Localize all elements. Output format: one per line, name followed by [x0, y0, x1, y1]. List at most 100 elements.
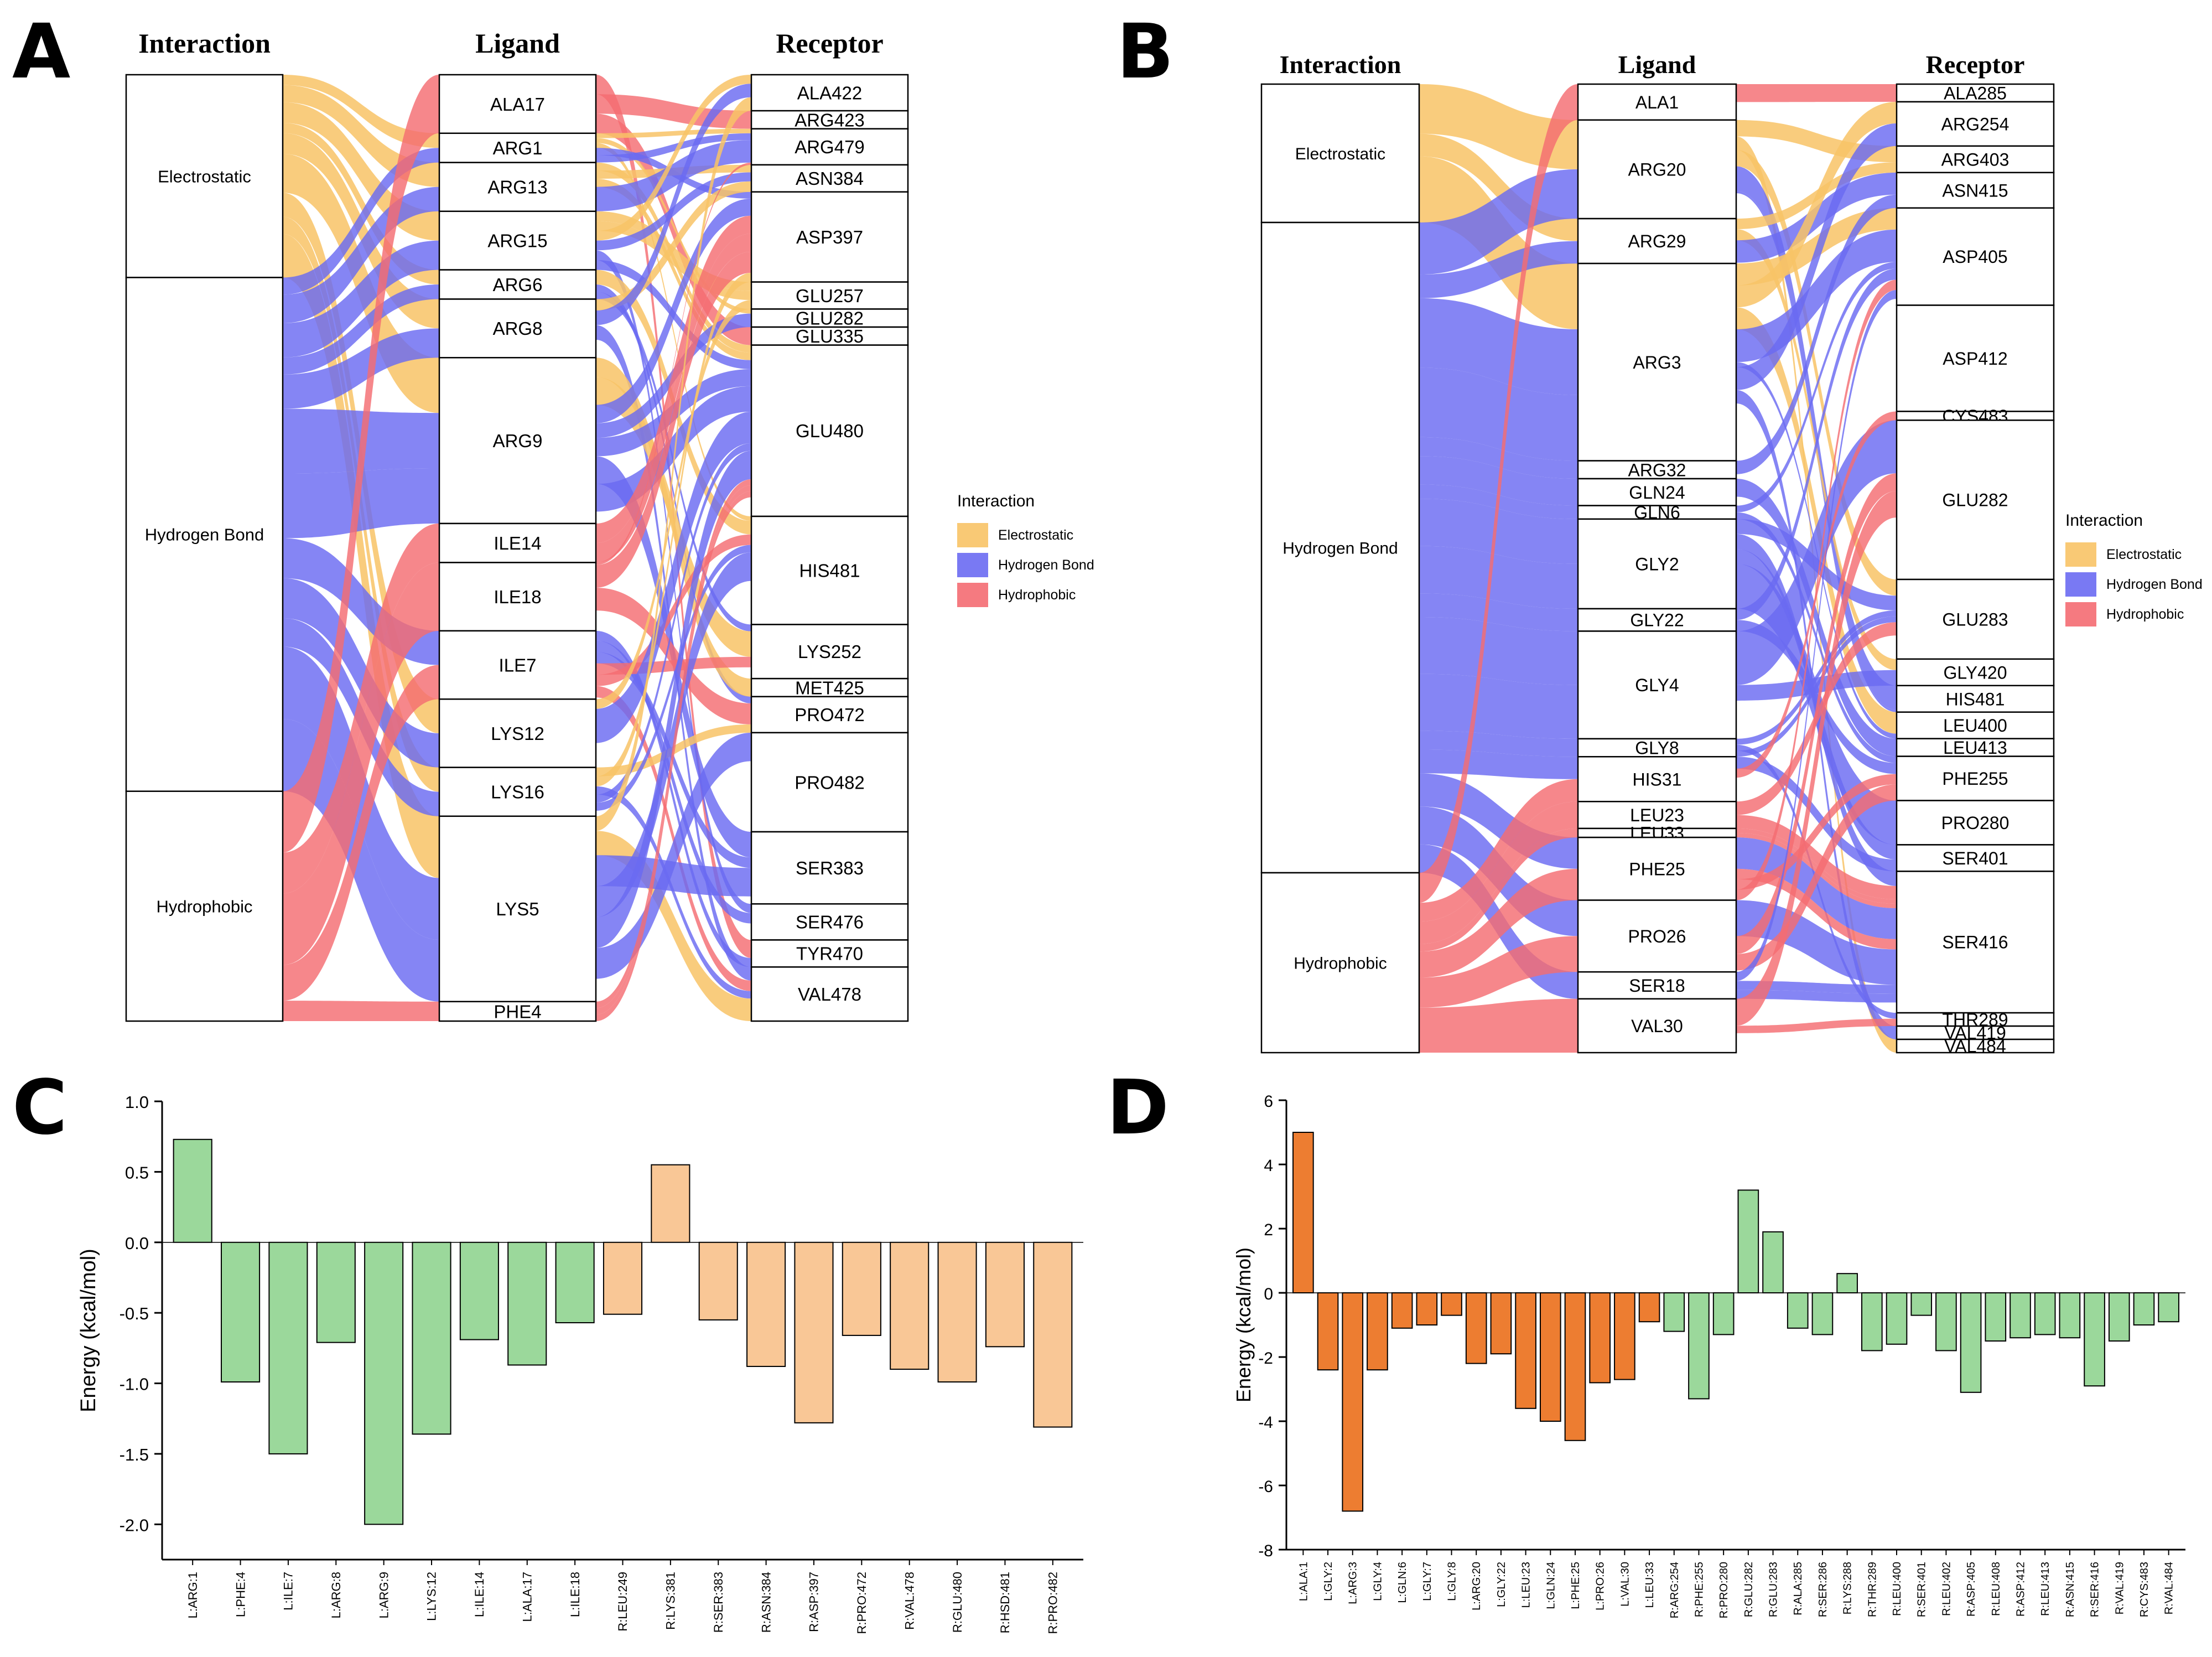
panel-a-header-interaction: Interaction [138, 28, 271, 59]
panel-a-flow-right-arg1-glu282 [596, 138, 751, 314]
panel-a-flow-left-hydrogen-bond-lys5 [283, 719, 439, 1002]
panel-a-receptor-label-glu335: GLU335 [796, 326, 864, 346]
panel-b-flow-right-val30-thr289 [1736, 1018, 1897, 1033]
panel-d-x-tick-label-r-ser-286: R:SER:286 [1817, 1562, 1829, 1617]
panel-d-x-tick-label-r-phe-255: R:PHE:255 [1693, 1562, 1705, 1617]
panel-d-bar-r-arg-254 [1663, 1292, 1685, 1332]
panel-d-x-tick-label-r-cys-483: R:CYS:483 [2138, 1562, 2151, 1617]
panel-b-legend-item-electrostatic: Electrostatic [2106, 547, 2182, 562]
panel-d-y-tick-label: -6 [1258, 1478, 1273, 1496]
panel-a-flow-right-arg1-arg479 [596, 128, 751, 138]
panel-letter-c: C [12, 1064, 67, 1152]
panel-d-bar-r-ser-416 [2084, 1292, 2105, 1387]
panel-a-receptor-node-val478 [750, 966, 909, 1022]
panel-b-ligand-node-pro26 [1577, 899, 1737, 973]
panel-b-flow-left-hydrogen-bond-arg3 [1419, 298, 1578, 395]
panel-d-x-tick-label-r-val-484: R:VAL:484 [2163, 1562, 2175, 1614]
panel-b-receptor-node-pro280 [1896, 800, 2055, 846]
panel-b-flow-right-leu33-ser416 [1736, 828, 1897, 904]
panel-b-ligand-label-ser18: SER18 [1629, 976, 1685, 996]
panel-d-x-tick-label-l-ala-1: L:ALA:1 [1297, 1562, 1310, 1601]
panel-a-receptor-node-tyr470 [750, 939, 909, 968]
panel-c-bar-l-arg-9 [364, 1241, 404, 1525]
panel-b-flow-left-hydrogen-bond-gly4 [1419, 674, 1578, 739]
panel-d-bar-l-val-30 [1614, 1292, 1635, 1380]
panel-d-bar-l-gly-2 [1317, 1292, 1339, 1371]
panel-a-legend-title: Interaction [957, 492, 1035, 510]
panel-a-flow-right-lys12-glu257 [596, 300, 751, 709]
panel-d-bar-l-gln-24 [1539, 1292, 1561, 1422]
panel-c-x-tick-label-r-pro-472: R:PRO:472 [855, 1572, 869, 1634]
panel-b-flow-left-hydrogen-bond-arg32 [1419, 437, 1578, 479]
panel-a-receptor-node-his481 [750, 515, 909, 625]
panel-a-flow-right-arg1-arg479 [596, 133, 751, 163]
panel-d-bar-l-gly-8 [1441, 1292, 1462, 1316]
panel-a-flow-right-ile18-asp397 [596, 251, 751, 588]
panel-c-bar-r-hsd-481 [985, 1241, 1025, 1348]
panel-d-x-tick-label-r-glu-283: R:GLU:283 [1768, 1562, 1780, 1617]
panel-c-y-tick-label: -0.5 [120, 1304, 149, 1323]
panel-d-bar-r-asn-415 [2059, 1292, 2081, 1339]
panel-a-header-ligand: Ligand [475, 28, 560, 59]
panel-b-receptor-label-asp405: ASP405 [1943, 247, 2007, 267]
panel-a-flow-right-phe4-glu480 [596, 485, 751, 1015]
panel-b-flow-right-arg20-his481 [1736, 166, 1897, 710]
panel-b-flow-left-hydrogen-bond-gly4 [1419, 617, 1578, 685]
panel-d-y-tick-label: -8 [1258, 1542, 1273, 1560]
panel-b-ligand-label-his31: HIS31 [1633, 769, 1682, 789]
panel-b-flow-right-ala1-ala285 [1736, 84, 1897, 102]
panel-letter-a: A [12, 8, 70, 96]
panel-a-flow-right-lys12-glu480 [596, 411, 751, 743]
panel-b-ligand-label-gly8: GLY8 [1635, 738, 1679, 758]
panel-a-receptor-label-asp397: ASP397 [796, 227, 863, 247]
panel-a-receptor-node-met425 [750, 677, 909, 697]
panel-a-flow-right-arg6-pro472 [596, 284, 751, 703]
panel-a-receptor-node-pro482 [750, 732, 909, 833]
panel-c-x-tick-label-l-phe-4: L:PHE:4 [233, 1572, 247, 1617]
panel-a-receptor-node-glu480 [750, 344, 909, 517]
panel-b-receptor-node-val484 [1896, 1038, 2055, 1054]
panel-letter-b: B [1117, 8, 1174, 96]
panel-a-receptor-label-glu257: GLU257 [796, 286, 864, 306]
panel-c-bar-r-asp-397 [794, 1241, 834, 1423]
panel-b-receptor-label-ser401: SER401 [1942, 848, 2008, 868]
panel-d-x-tick-label-r-asn-415: R:ASN:415 [2064, 1562, 2076, 1617]
panel-b-ligand-node-arg29 [1577, 218, 1737, 265]
panel-d-x-tick-label-r-glu-282: R:GLU:282 [1743, 1562, 1755, 1617]
panel-a-flow-left-electrostatic-arg6 [283, 122, 439, 285]
panel-b-ligand-node-leu23 [1577, 801, 1737, 830]
panel-a-legend-item-hydrogen-bond: Hydrogen Bond [998, 557, 1094, 573]
panel-d-bar-r-glu-283 [1762, 1231, 1784, 1294]
panel-b-flow-right-arg3-arg254 [1736, 101, 1897, 308]
panel-b-flow-right-ser18-asp405 [1736, 290, 1897, 981]
panel-b-interaction-label-hydrophobic: Hydrophobic [1294, 954, 1387, 972]
panel-a-interaction-node-hydrophobic [125, 790, 284, 1022]
panel-a-ligand-node-arg8 [438, 298, 597, 359]
panel-b-flow-right-arg3-leu400 [1736, 307, 1897, 734]
panel-d-bar-l-ala-1 [1292, 1132, 1314, 1293]
panel-a-flow-right-arg13-glu480 [596, 179, 751, 360]
panel-a-flow-left-hydrophobic-ile14 [283, 523, 439, 894]
panel-a-legend: Interaction Electrostatic Hydrogen Bond Hyd… [957, 492, 1094, 607]
panel-b-ligand-node-gly4 [1577, 630, 1737, 740]
panel-a-flow-right-ile18-arg479 [596, 162, 751, 565]
panel-a-flow-right-arg9-lys252 [596, 377, 751, 657]
panel-b-ligand-label-arg29: ARG29 [1628, 231, 1686, 251]
panel-c-x-tick-label-l-ala-17: L:ALA:17 [520, 1572, 534, 1622]
panel-b-flow-right-phe25-ser416 [1736, 837, 1897, 939]
panel-b-ligand-label-gln24: GLN24 [1629, 483, 1685, 503]
panel-a-flow-left-hydrophobic-ile18 [283, 562, 439, 965]
panel-a-receptor-node-ser476 [750, 903, 909, 941]
panel-b-flow-left-hydrophobic-pro26 [1419, 936, 1578, 1008]
panel-b-receptor-label-pro280: PRO280 [1941, 813, 2010, 833]
panel-a-flow-right-ile7-tyr470 [596, 630, 751, 967]
panel-d-x-tick-label-l-leu-33: L:LEU:33 [1644, 1562, 1656, 1608]
panel-b-ligand-node-ser18 [1577, 971, 1737, 1000]
panel-a-receptor-label-arg479: ARG479 [795, 137, 865, 157]
panel-a-ligand-node-ile18 [438, 562, 597, 632]
panel-a-legend-swatch-hydrogen-bond [957, 553, 988, 577]
panel-b-ligand-label-ala1: ALA1 [1635, 92, 1679, 112]
panel-b-legend-item-hydrogen-bond: Hydrogen Bond [2106, 577, 2203, 592]
panel-c-y-tick-label: -1.0 [120, 1375, 149, 1394]
panel-d-y-tick-label: 0 [1264, 1285, 1273, 1303]
